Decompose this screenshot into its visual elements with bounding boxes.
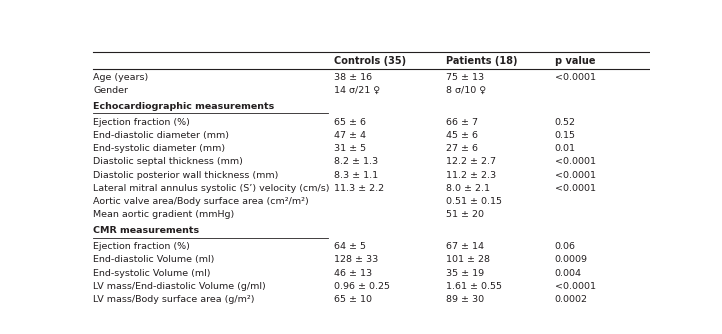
Text: 65 ± 6: 65 ± 6 (334, 118, 365, 127)
Text: <0.0001: <0.0001 (554, 171, 596, 180)
Text: CMR measurements: CMR measurements (93, 226, 199, 235)
Text: 65 ± 10: 65 ± 10 (334, 295, 372, 304)
Text: 14 σ/21 ♀: 14 σ/21 ♀ (334, 86, 380, 95)
Text: 51 ± 20: 51 ± 20 (445, 210, 484, 219)
Text: 1.61 ± 0.55: 1.61 ± 0.55 (445, 282, 502, 291)
Text: 8.2 ± 1.3: 8.2 ± 1.3 (334, 157, 378, 166)
Text: Aortic valve area/Body surface area (cm²/m²): Aortic valve area/Body surface area (cm²… (93, 197, 309, 206)
Text: 0.004: 0.004 (554, 269, 582, 278)
Text: 11.2 ± 2.3: 11.2 ± 2.3 (445, 171, 496, 180)
Text: 45 ± 6: 45 ± 6 (445, 131, 477, 140)
Text: 128 ± 33: 128 ± 33 (334, 255, 378, 264)
Text: 0.01: 0.01 (554, 144, 575, 153)
Text: 35 ± 19: 35 ± 19 (445, 269, 484, 278)
Text: Diastolic septal thickness (mm): Diastolic septal thickness (mm) (93, 157, 243, 166)
Text: Age (years): Age (years) (93, 73, 148, 82)
Text: Ejection fraction (%): Ejection fraction (%) (93, 242, 190, 251)
Text: 0.06: 0.06 (554, 242, 575, 251)
Text: 46 ± 13: 46 ± 13 (334, 269, 372, 278)
Text: 31 ± 5: 31 ± 5 (334, 144, 366, 153)
Text: Controls (35): Controls (35) (334, 56, 406, 66)
Text: 12.2 ± 2.7: 12.2 ± 2.7 (445, 157, 495, 166)
Text: p value: p value (554, 56, 595, 66)
Text: 0.15: 0.15 (554, 131, 575, 140)
Text: Gender: Gender (93, 86, 128, 95)
Text: 11.3 ± 2.2: 11.3 ± 2.2 (334, 184, 384, 193)
Text: Lateral mitral annulus systolic (S’) velocity (cm/s): Lateral mitral annulus systolic (S’) vel… (93, 184, 329, 193)
Text: 66 ± 7: 66 ± 7 (445, 118, 477, 127)
Text: 0.0002: 0.0002 (554, 295, 588, 304)
Text: Diastolic posterior wall thickness (mm): Diastolic posterior wall thickness (mm) (93, 171, 279, 180)
Text: LV mass/Body surface area (g/m²): LV mass/Body surface area (g/m²) (93, 295, 255, 304)
Text: 75 ± 13: 75 ± 13 (445, 73, 484, 82)
Text: 89 ± 30: 89 ± 30 (445, 295, 484, 304)
Text: 38 ± 16: 38 ± 16 (334, 73, 372, 82)
Text: 27 ± 6: 27 ± 6 (445, 144, 477, 153)
Text: 0.96 ± 0.25: 0.96 ± 0.25 (334, 282, 390, 291)
Text: <0.0001: <0.0001 (554, 184, 596, 193)
Text: End-diastolic diameter (mm): End-diastolic diameter (mm) (93, 131, 229, 140)
Text: 8.0 ± 2.1: 8.0 ± 2.1 (445, 184, 490, 193)
Text: Patients (18): Patients (18) (445, 56, 517, 66)
Text: LV mass/End-diastolic Volume (g/ml): LV mass/End-diastolic Volume (g/ml) (93, 282, 266, 291)
Text: End-diastolic Volume (ml): End-diastolic Volume (ml) (93, 255, 214, 264)
Text: 8 σ/10 ♀: 8 σ/10 ♀ (445, 86, 486, 95)
Text: 47 ± 4: 47 ± 4 (334, 131, 365, 140)
Text: 0.52: 0.52 (554, 118, 575, 127)
Text: <0.0001: <0.0001 (554, 73, 596, 82)
Text: Echocardiographic measurements: Echocardiographic measurements (93, 102, 274, 111)
Text: 0.0009: 0.0009 (554, 255, 588, 264)
Text: <0.0001: <0.0001 (554, 282, 596, 291)
Text: 64 ± 5: 64 ± 5 (334, 242, 365, 251)
Text: 101 ± 28: 101 ± 28 (445, 255, 490, 264)
Text: 8.3 ± 1.1: 8.3 ± 1.1 (334, 171, 378, 180)
Text: 67 ± 14: 67 ± 14 (445, 242, 484, 251)
Text: 0.51 ± 0.15: 0.51 ± 0.15 (445, 197, 502, 206)
Text: Ejection fraction (%): Ejection fraction (%) (93, 118, 190, 127)
Text: End-systolic Volume (ml): End-systolic Volume (ml) (93, 269, 211, 278)
Text: End-systolic diameter (mm): End-systolic diameter (mm) (93, 144, 225, 153)
Text: <0.0001: <0.0001 (554, 157, 596, 166)
Text: Mean aortic gradient (mmHg): Mean aortic gradient (mmHg) (93, 210, 235, 219)
